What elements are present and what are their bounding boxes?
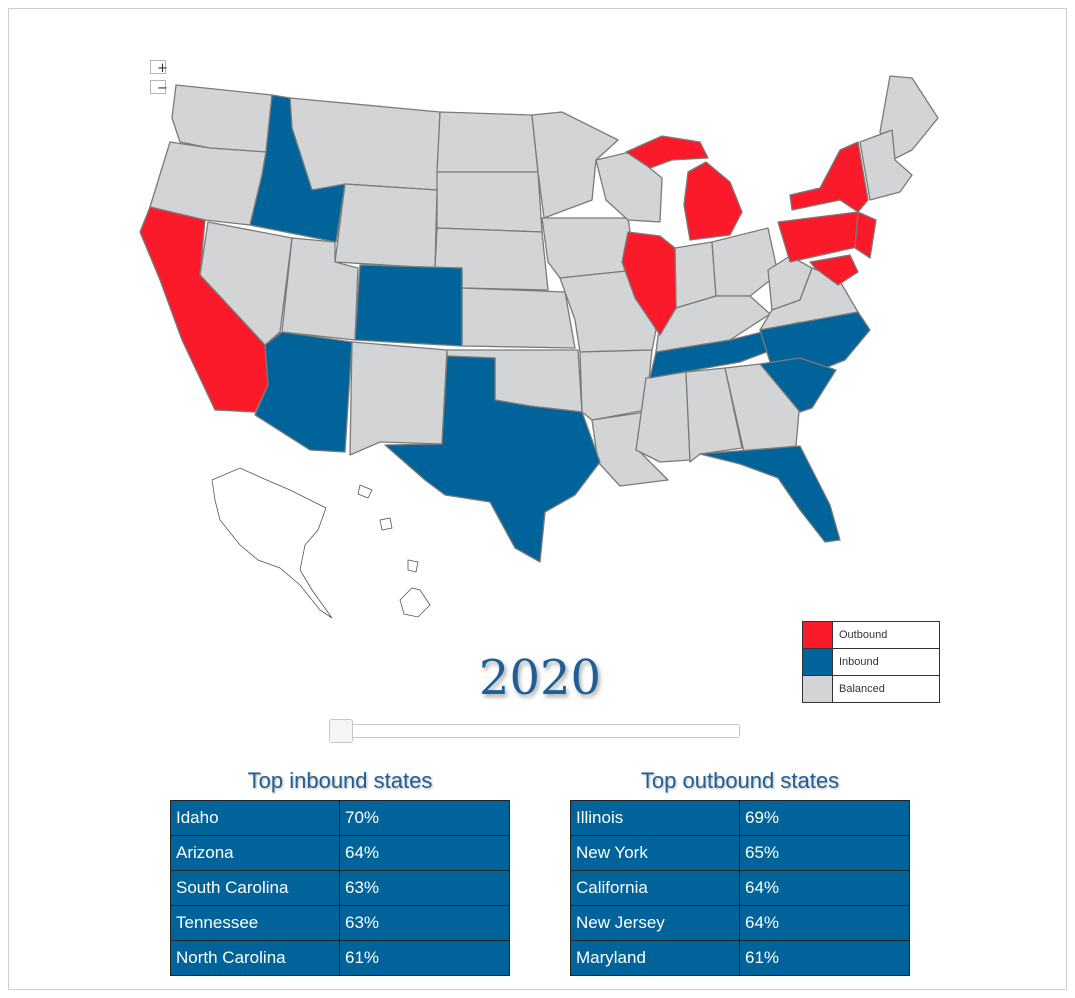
map-frame [8, 8, 1067, 990]
table-row: Illinois 69% [570, 800, 910, 836]
percent-cell: 63% [339, 870, 510, 906]
state-wyoming[interactable] [334, 183, 438, 269]
legend-item-outbound: Outbound [803, 622, 939, 649]
state-pennsylvania[interactable] [777, 211, 867, 263]
legend-item-balanced: Balanced [803, 676, 939, 702]
table-row: Arizona 64% [170, 835, 510, 871]
map-legend: Outbound Inbound Balanced [802, 621, 940, 703]
table-row: New York 65% [570, 835, 910, 871]
state-new-england[interactable] [859, 129, 913, 201]
state-michigan-upper[interactable] [625, 135, 709, 169]
table-row: Tennessee 63% [170, 905, 510, 941]
state-name-cell: Tennessee [170, 905, 340, 941]
zoom-out-button[interactable]: − [150, 80, 168, 95]
legend-swatch [803, 622, 833, 648]
state-name-cell: New York [570, 835, 740, 871]
state-arizona[interactable] [254, 331, 353, 453]
percent-cell: 64% [739, 905, 910, 941]
state-name-cell: New Jersey [570, 905, 740, 941]
state-washington[interactable] [171, 84, 273, 153]
state-texas[interactable] [384, 355, 601, 563]
state-iowa[interactable] [541, 217, 637, 279]
legend-label: Inbound [839, 656, 879, 668]
state-new-mexico[interactable] [349, 341, 448, 456]
state-name-cell: Idaho [170, 800, 340, 836]
state-colorado[interactable] [354, 264, 463, 347]
year-slider-handle[interactable] [329, 719, 353, 743]
percent-cell: 61% [339, 940, 510, 976]
state-name-cell: North Carolina [170, 940, 340, 976]
state-kansas[interactable] [461, 287, 576, 349]
state-illinois[interactable] [621, 231, 677, 336]
state-name-cell: California [570, 870, 740, 906]
table-row: California 64% [570, 870, 910, 906]
percent-cell: 64% [339, 835, 510, 871]
state-alaska[interactable] [211, 467, 393, 619]
percent-cell: 63% [339, 905, 510, 941]
legend-swatch [803, 676, 833, 702]
zoom-in-button[interactable]: + [150, 60, 168, 75]
percent-cell: 70% [339, 800, 510, 836]
percent-cell: 69% [739, 800, 910, 836]
state-name-cell: Illinois [570, 800, 740, 836]
year-slider[interactable] [330, 724, 740, 738]
state-name-cell: South Carolina [170, 870, 340, 906]
legend-swatch [803, 649, 833, 675]
legend-label: Outbound [839, 629, 888, 641]
state-south-dakota[interactable] [436, 171, 543, 233]
state-name-cell: Arizona [170, 835, 340, 871]
state-north-dakota[interactable] [436, 111, 539, 173]
outbound-table: Illinois 69% New York 65% California 64% New J… [570, 800, 910, 976]
us-map[interactable] [0, 0, 1075, 640]
state-alabama[interactable] [685, 367, 743, 463]
percent-cell: 64% [739, 870, 910, 906]
table-row: New Jersey 64% [570, 905, 910, 941]
table-row: Maryland 61% [570, 940, 910, 976]
state-new-york[interactable] [789, 141, 869, 213]
state-new-jersey[interactable] [854, 211, 877, 259]
inbound-table: Idaho 70% Arizona 64% South Carolina 63% Tenne… [170, 800, 510, 976]
state-california[interactable] [139, 206, 269, 413]
inbound-title: Top inbound states [247, 768, 433, 793]
table-row: South Carolina 63% [170, 870, 510, 906]
table-row: Idaho 70% [170, 800, 510, 836]
legend-label: Balanced [839, 683, 885, 695]
state-arkansas[interactable] [579, 349, 653, 421]
year-display: 2020 [478, 650, 602, 706]
state-montana[interactable] [289, 97, 441, 191]
percent-cell: 65% [739, 835, 910, 871]
state-south-carolina[interactable] [759, 357, 837, 413]
state-florida[interactable] [699, 445, 841, 543]
state-minnesota[interactable] [531, 111, 619, 219]
outbound-title: Top outbound states [640, 768, 840, 793]
state-ohio[interactable] [711, 227, 779, 297]
state-michigan[interactable] [683, 161, 743, 241]
state-idaho[interactable] [249, 94, 346, 243]
legend-item-inbound: Inbound [803, 649, 939, 676]
percent-cell: 61% [739, 940, 910, 976]
state-name-cell: Maryland [570, 940, 740, 976]
state-hawaii[interactable] [399, 559, 431, 618]
table-row: North Carolina 61% [170, 940, 510, 976]
state-maryland[interactable] [809, 254, 859, 286]
